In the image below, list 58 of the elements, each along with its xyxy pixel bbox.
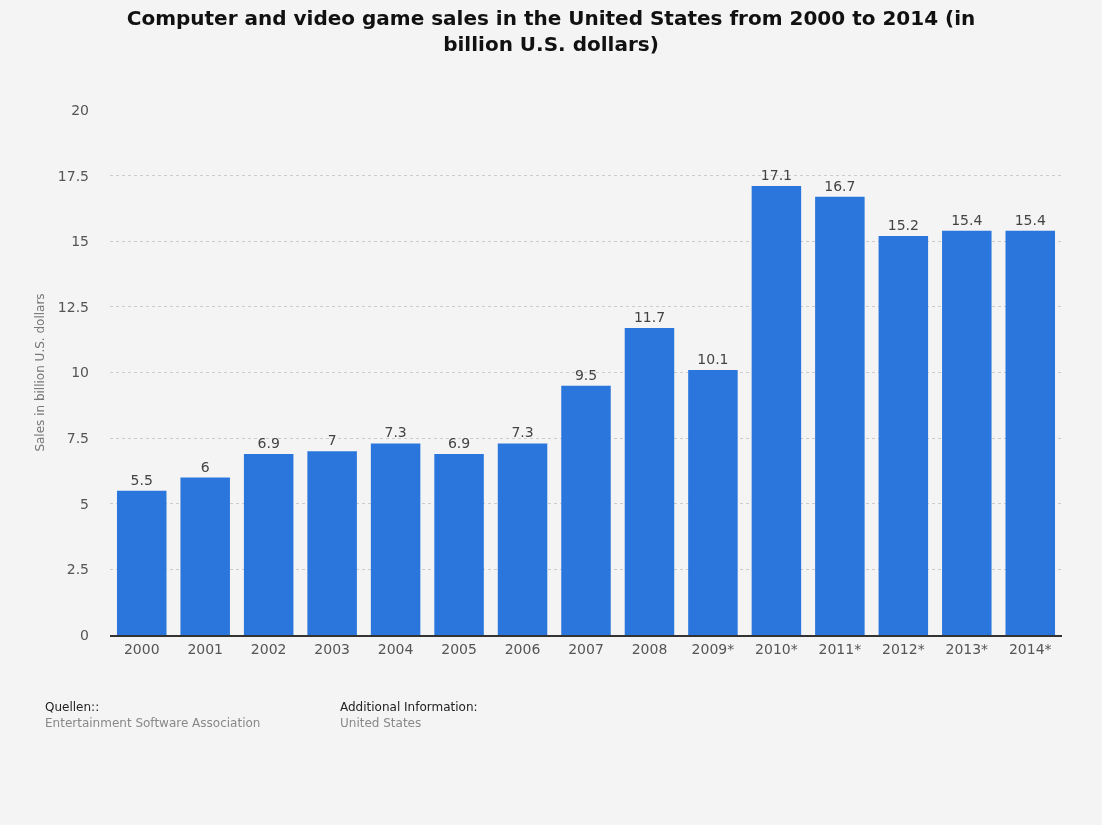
bar xyxy=(243,453,294,635)
x-tick-label: 2002 xyxy=(250,640,287,657)
y-axis-title: Sales in billion U.S. dollars xyxy=(33,293,48,452)
x-tick-label: 2004 xyxy=(377,640,414,657)
x-tick-label: 2000 xyxy=(123,640,160,657)
y-tick-label: 5 xyxy=(80,495,89,512)
data-label: 10.1 xyxy=(697,350,729,367)
bar xyxy=(751,186,802,635)
bar xyxy=(180,477,230,635)
bar xyxy=(497,443,548,635)
source-note: Quellen:: Entertainment Software Association xyxy=(45,700,261,730)
data-label: 15.4 xyxy=(951,211,983,228)
y-tick-label: 10 xyxy=(71,364,89,381)
chart-title: Computer and video game sales in the United States from 2000 to 2014 (in billion U.S. dollars) xyxy=(126,5,976,56)
bar xyxy=(878,236,929,635)
data-label: 11.7 xyxy=(633,308,666,325)
bar xyxy=(815,196,865,635)
data-label: 6.9 xyxy=(447,434,471,451)
data-label: 7.3 xyxy=(511,424,534,441)
x-tick-label: 2008 xyxy=(631,640,668,657)
x-tick-label: 2007 xyxy=(568,640,604,657)
bar xyxy=(688,369,738,635)
data-label: 16.7 xyxy=(824,177,856,194)
bar xyxy=(370,443,421,635)
y-tick-label: 2.5 xyxy=(66,561,89,578)
data-label: 17.1 xyxy=(760,167,792,184)
x-tick-label: 2010* xyxy=(755,640,798,657)
x-tick-label: 2014* xyxy=(1008,640,1052,657)
bar xyxy=(434,453,484,635)
data-label: 6 xyxy=(200,458,210,475)
x-tick-label: 2011* xyxy=(818,640,862,657)
y-tick-label: 20 xyxy=(71,101,89,118)
bar xyxy=(624,327,675,635)
x-tick-label: 2006 xyxy=(504,640,541,657)
data-label: 5.5 xyxy=(130,471,153,488)
bar xyxy=(116,490,167,635)
bar xyxy=(1005,230,1056,635)
x-tick-label: 2009* xyxy=(691,640,735,657)
bar xyxy=(942,230,992,635)
data-label: 15.2 xyxy=(887,217,919,233)
data-label: 7 xyxy=(327,432,337,449)
y-tick-label: 7.5 xyxy=(66,430,89,447)
x-tick-label: 2003 xyxy=(314,640,350,657)
x-tick-label: 2001 xyxy=(187,640,224,657)
y-tick-label: 15 xyxy=(71,233,89,250)
data-label: 7.3 xyxy=(384,424,407,441)
x-tick-label: 2013* xyxy=(945,640,989,657)
data-label: 15.4 xyxy=(1014,211,1046,228)
bar xyxy=(561,385,611,635)
x-tick-label: 2012* xyxy=(882,640,925,657)
text: Additional Information: United States xyxy=(340,700,478,730)
y-tick-label: 0 xyxy=(80,626,89,643)
y-tick-label: 17.5 xyxy=(57,167,89,184)
data-label: 9.5 xyxy=(574,366,598,383)
data-label: 6.9 xyxy=(257,434,280,451)
y-tick-label: 12.5 xyxy=(57,298,89,315)
bar xyxy=(307,451,357,635)
x-tick-label: 2005 xyxy=(441,640,477,657)
